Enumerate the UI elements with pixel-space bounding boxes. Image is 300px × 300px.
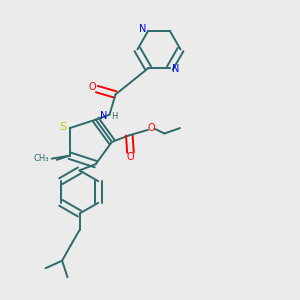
Text: N: N [139, 24, 146, 34]
Text: O: O [88, 82, 96, 92]
Text: O: O [148, 123, 155, 133]
Text: CH₃: CH₃ [34, 154, 49, 163]
Text: S: S [59, 122, 67, 132]
Text: H: H [111, 112, 118, 121]
Text: N: N [172, 64, 179, 74]
Text: O: O [127, 152, 134, 163]
Text: N: N [100, 111, 108, 121]
